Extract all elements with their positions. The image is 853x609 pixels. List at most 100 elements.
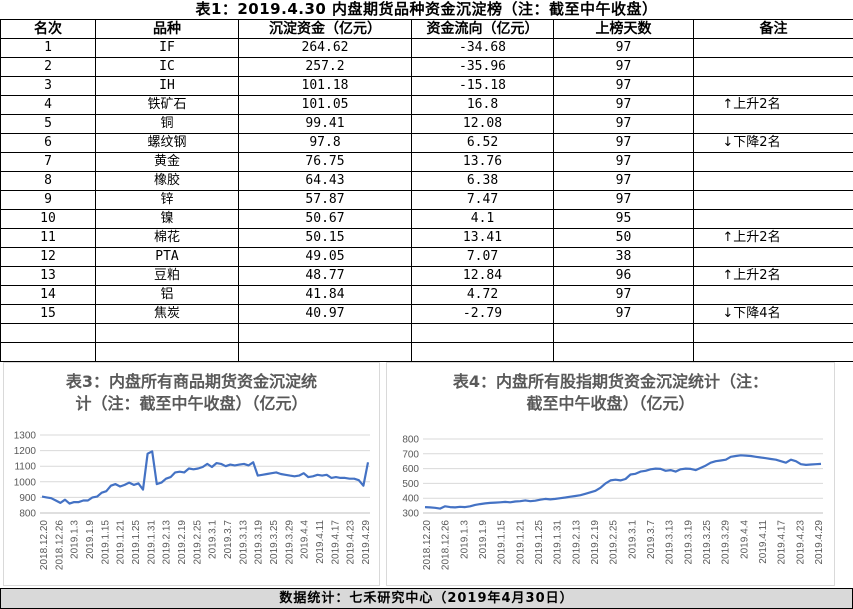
fund-flow-cell: 6.38 — [411, 171, 554, 191]
table-header-row: 名次 品种 沉淀资金（亿元） 资金流向（亿元） 上榜天数 备注 — [0, 19, 853, 39]
days-listed-cell — [553, 323, 694, 343]
table-row: 9 锌 57.87 7.47 97 — [0, 190, 853, 210]
settled-funds-cell: 101.05 — [238, 95, 412, 115]
rank-cell: 7 — [0, 152, 96, 172]
table-row: 1 IF 264.62 -34.68 97 — [0, 38, 853, 58]
table-row: 4 铁矿石 101.05 16.8 97 ↑上升2名 — [0, 95, 853, 115]
header-days-listed: 上榜天数 — [553, 19, 694, 39]
variety-cell: 橡胶 — [95, 171, 239, 191]
x-tick-label: 2019.4.17 — [777, 520, 788, 565]
variety-cell: 铜 — [95, 114, 239, 134]
variety-cell: PTA — [95, 247, 239, 267]
chart-title-line: 截至中午收盘）（亿元） — [526, 394, 695, 413]
series-line — [424, 454, 822, 510]
settled-funds-cell: 41.84 — [238, 285, 412, 305]
fund-flow-cell: -35.96 — [411, 57, 554, 77]
days-listed-cell: 38 — [553, 247, 694, 267]
table-title: 表1：2019.4.30 内盘期货品种资金沉淀榜（注：截至中午收盘） — [195, 0, 658, 18]
y-tick-label: 800 — [402, 435, 419, 446]
remark-cell: ↑上升2名 — [693, 95, 853, 115]
rank-cell: 6 — [0, 133, 96, 153]
remark-cell — [693, 247, 853, 267]
fund-flow-cell: 4.1 — [411, 209, 554, 229]
variety-cell — [95, 342, 239, 362]
variety-cell: 镍 — [95, 209, 239, 229]
settled-funds-cell: 48.77 — [238, 266, 412, 286]
x-tick-label: 2019.3.25 — [269, 520, 280, 565]
table-row: 10 镍 50.67 4.1 95 — [0, 209, 853, 229]
fund-flow-cell — [411, 323, 554, 343]
rank-cell: 11 — [0, 228, 96, 248]
settled-funds-cell: 57.87 — [238, 190, 412, 210]
x-tick-label: 2019.2.25 — [192, 520, 203, 565]
settled-funds-cell: 50.15 — [238, 228, 412, 248]
x-tick-label: 2019.3.13 — [665, 520, 676, 565]
settled-funds-cell: 99.41 — [238, 114, 412, 134]
fund-flow-cell: 7.47 — [411, 190, 554, 210]
y-tick-label: 1100 — [14, 462, 36, 473]
settled-funds-cell: 50.67 — [238, 209, 412, 229]
y-tick-label: 600 — [402, 464, 419, 475]
days-listed-cell: 97 — [553, 95, 694, 115]
days-listed-cell: 97 — [553, 38, 694, 58]
header-rank: 名次 — [0, 19, 96, 39]
chart-title-line: 计（注：截至中午收盘）（亿元） — [75, 394, 308, 413]
rank-cell — [0, 323, 96, 343]
x-tick-label: 2019.3.19 — [254, 520, 265, 565]
commodity-futures-chart: 表3：内盘所有商品期货资金沉淀统 计（注：截至中午收盘）（亿元） 800 900 1… — [3, 362, 380, 586]
settled-funds-cell: 49.05 — [238, 247, 412, 267]
x-tick-label: 2019.3.7 — [646, 520, 657, 559]
x-tick-label: 2019.1.9 — [85, 520, 96, 559]
variety-cell: 锌 — [95, 190, 239, 210]
x-tick-label: 2019.4.11 — [758, 520, 769, 564]
fund-flow-cell: 16.8 — [411, 95, 554, 115]
x-tick-label: 2019.4.23 — [795, 520, 806, 565]
rank-cell: 5 — [0, 114, 96, 134]
header-settled-funds: 沉淀资金（亿元） — [238, 19, 412, 39]
variety-cell — [95, 323, 239, 343]
settled-funds-cell: 101.18 — [238, 76, 412, 96]
fund-flow-cell: 6.52 — [411, 133, 554, 153]
rank-cell: 3 — [0, 76, 96, 96]
y-tick-label: 1300 — [14, 431, 37, 442]
x-tick-label: 2018.12.20 — [422, 520, 433, 570]
x-tick-label: 2019.1.25 — [131, 520, 142, 565]
remark-cell — [693, 38, 853, 58]
variety-cell: 螺纹钢 — [95, 133, 239, 153]
days-listed-cell: 95 — [553, 209, 694, 229]
remark-cell — [693, 114, 853, 134]
x-tick-label: 2019.4.4 — [300, 520, 311, 559]
variety-cell: 豆粕 — [95, 266, 239, 286]
settled-funds-cell: 64.43 — [238, 171, 412, 191]
remark-cell — [693, 342, 853, 362]
x-tick-label: 2019.3.13 — [238, 520, 249, 565]
remark-cell — [693, 209, 853, 229]
variety-cell: 棉花 — [95, 228, 239, 248]
x-tick-label: 2019.3.29 — [721, 520, 732, 565]
x-tick-label: 2019.2.13 — [162, 520, 173, 565]
x-tick-label: 2019.3.1 — [208, 520, 219, 559]
x-tick-label: 2019.3.19 — [683, 520, 694, 565]
table-row: 11 棉花 50.15 13.41 50 ↑上升2名 — [0, 228, 853, 248]
fund-flow-cell: 13.41 — [411, 228, 554, 248]
settled-funds-cell — [238, 342, 412, 362]
table-row: 15 焦炭 40.97 -2.79 97 ↓下降4名 — [0, 304, 853, 324]
days-listed-cell: 97 — [553, 304, 694, 324]
x-tick-label: 2019.2.19 — [590, 520, 601, 565]
rank-cell: 10 — [0, 209, 96, 229]
fund-ranking-table: 名次 品种 沉淀资金（亿元） 资金流向（亿元） 上榜天数 备注 1 IF 264.6… — [0, 19, 853, 362]
remark-cell — [693, 171, 853, 191]
days-listed-cell: 97 — [553, 133, 694, 153]
chart-title: 表3：内盘所有商品期货资金沉淀统 计（注：截至中午收盘）（亿元） — [4, 371, 379, 415]
fund-flow-cell: -34.68 — [411, 38, 554, 58]
remark-cell — [693, 57, 853, 77]
y-tick-label: 800 — [19, 509, 36, 520]
variety-cell: 焦炭 — [95, 304, 239, 324]
settled-funds-cell: 76.75 — [238, 152, 412, 172]
variety-cell: 黄金 — [95, 152, 239, 172]
chart-title-line: 表4：内盘所有股指期货资金沉淀统计（注： — [452, 372, 769, 391]
days-listed-cell: 97 — [553, 57, 694, 77]
variety-cell: IH — [95, 76, 239, 96]
rank-cell: 13 — [0, 266, 96, 286]
table-row: 13 豆粕 48.77 12.84 96 ↑上升2名 — [0, 266, 853, 286]
